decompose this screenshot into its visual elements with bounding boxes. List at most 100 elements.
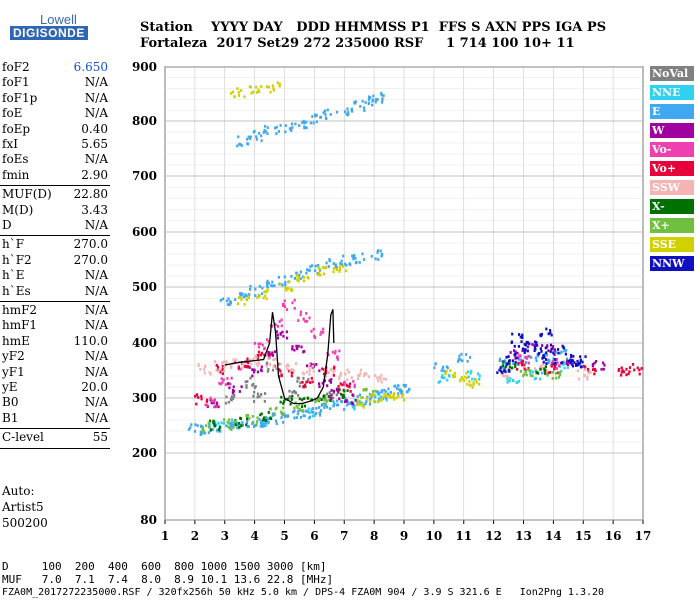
echo-point <box>359 368 363 372</box>
echo-point <box>335 393 338 397</box>
echo-point <box>255 135 258 139</box>
echo-point <box>273 350 277 354</box>
echo-point <box>346 368 349 372</box>
echo-point <box>253 129 256 133</box>
echo-point <box>259 353 263 357</box>
echo-point <box>262 419 266 423</box>
echo-point <box>253 341 257 345</box>
echo-point <box>523 372 526 376</box>
echo-point <box>260 134 263 138</box>
echo-point <box>342 265 345 268</box>
echo-point <box>446 378 449 382</box>
echo-point <box>265 361 269 365</box>
echo-point <box>317 273 320 277</box>
echo-point <box>293 306 296 310</box>
param-value: 270.0 <box>73 252 108 267</box>
echo-point <box>313 413 316 417</box>
echo-point <box>362 374 366 378</box>
echo-point <box>265 281 269 285</box>
echo-point <box>539 347 542 351</box>
echo-point <box>286 363 289 367</box>
param-value: N/A <box>84 349 108 364</box>
echo-point <box>345 403 349 407</box>
echo-point <box>309 265 312 269</box>
echo-point <box>267 353 270 357</box>
echo-point <box>228 303 231 307</box>
echo-point <box>496 371 499 375</box>
echo-point <box>362 388 365 392</box>
echo-point <box>508 379 511 383</box>
echo-point <box>252 425 256 428</box>
param-name: hmF1 <box>2 318 38 333</box>
echo-point <box>391 395 394 399</box>
echo-point <box>349 389 352 393</box>
echo-point <box>244 380 247 384</box>
echo-point <box>593 368 596 371</box>
echo-point <box>196 424 199 428</box>
echo-point <box>533 344 536 348</box>
param-value: N/A <box>84 106 108 121</box>
echo-point <box>445 370 448 373</box>
echo-point <box>305 380 308 384</box>
echo-point <box>566 366 569 369</box>
echo-point <box>303 121 306 125</box>
echo-point <box>554 361 557 365</box>
echo-point <box>256 354 259 357</box>
echo-point <box>275 330 278 334</box>
echo-point <box>543 367 546 371</box>
echo-point <box>281 420 285 424</box>
echo-point <box>544 372 547 375</box>
echo-point <box>566 359 569 363</box>
echo-point <box>285 288 288 292</box>
echo-point <box>345 263 348 267</box>
echo-point <box>357 374 360 377</box>
echo-point <box>238 421 241 425</box>
echo-point <box>511 366 514 370</box>
echo-point <box>221 372 225 376</box>
echo-point <box>347 110 350 114</box>
echo-point <box>294 122 297 126</box>
echo-point <box>540 334 543 337</box>
echo-point <box>263 399 266 403</box>
echo-point <box>337 390 340 394</box>
param-name: h`Es <box>2 283 31 298</box>
echo-point <box>236 426 239 429</box>
echo-point <box>389 391 392 394</box>
echo-point <box>594 369 597 373</box>
echo-point <box>472 383 475 387</box>
echo-point <box>271 351 274 355</box>
param-value: N/A <box>84 218 108 232</box>
echo-point <box>250 91 253 95</box>
echo-point <box>503 366 506 370</box>
echo-point <box>289 402 292 406</box>
echo-point <box>258 285 261 288</box>
echo-point <box>369 394 372 398</box>
echo-point <box>252 394 255 398</box>
param-value: 3.43 <box>81 202 108 217</box>
echo-point <box>466 370 470 374</box>
echo-point <box>302 317 305 321</box>
echo-point <box>519 361 522 365</box>
legend-item: NNE <box>650 85 694 100</box>
echo-point <box>211 428 215 431</box>
echo-point <box>235 358 238 362</box>
echo-point <box>256 416 259 420</box>
echo-point <box>278 84 281 88</box>
echo-point <box>328 391 331 394</box>
echo-point <box>571 359 575 363</box>
echo-point <box>539 367 542 371</box>
echo-point <box>540 371 544 375</box>
echo-point <box>295 404 298 408</box>
echo-point <box>226 377 229 380</box>
echo-point <box>289 289 293 292</box>
echo-point <box>308 366 311 370</box>
echo-point <box>381 97 384 100</box>
echo-point <box>311 364 314 368</box>
echo-point <box>302 377 305 380</box>
echo-point <box>517 333 521 336</box>
echo-point <box>380 100 384 104</box>
echo-point <box>222 421 226 425</box>
echo-point <box>289 369 292 372</box>
echo-point <box>203 365 207 368</box>
series-e <box>187 91 569 436</box>
